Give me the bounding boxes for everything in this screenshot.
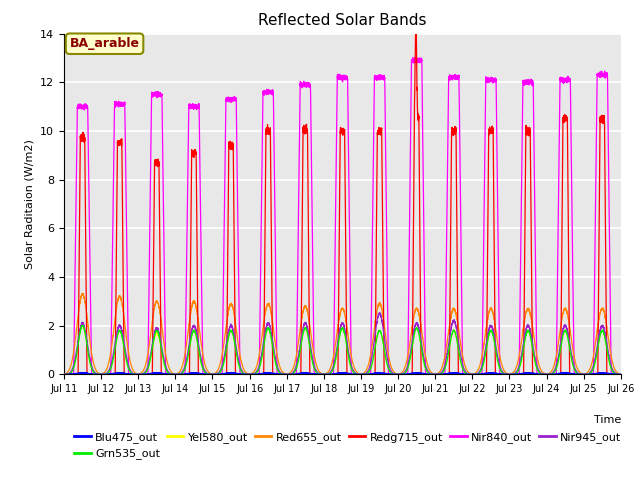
Y-axis label: Solar Raditaion (W/m2): Solar Raditaion (W/m2)	[24, 139, 35, 269]
Title: Reflected Solar Bands: Reflected Solar Bands	[258, 13, 427, 28]
Text: BA_arable: BA_arable	[70, 37, 140, 50]
Legend: Blu475_out, Grn535_out, Yel580_out, Red655_out, Redg715_out, Nir840_out, Nir945_: Blu475_out, Grn535_out, Yel580_out, Red6…	[70, 428, 626, 464]
Text: Time: Time	[593, 415, 621, 425]
